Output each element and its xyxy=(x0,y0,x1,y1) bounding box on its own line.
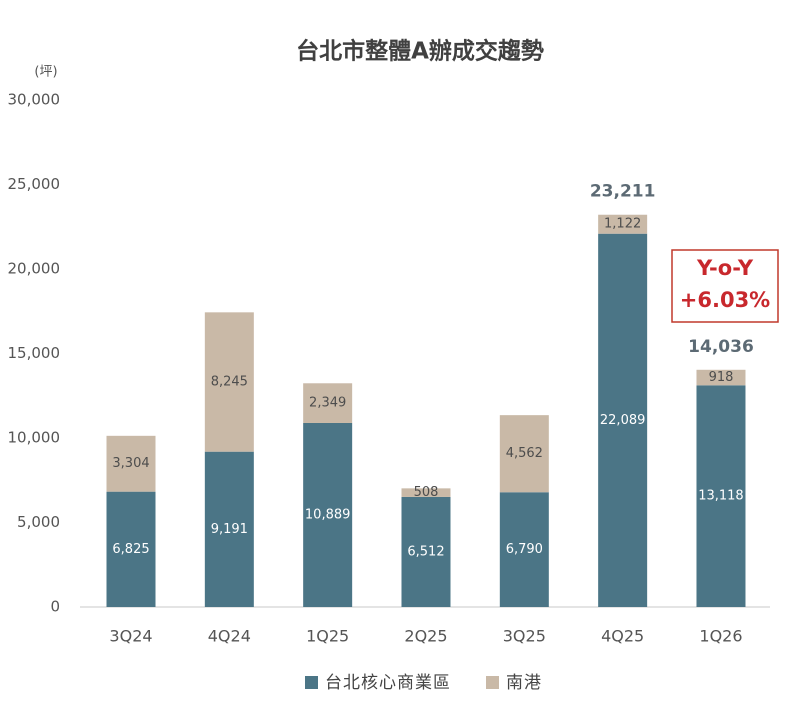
bar-value-label: 6,512 xyxy=(407,544,444,559)
bar-segment-core xyxy=(696,385,746,607)
yoy-callout-line-2: +6.03% xyxy=(680,288,770,312)
legend: 台北核心商業區 南港 xyxy=(305,673,542,693)
y-tick-label: 25,000 xyxy=(8,175,61,193)
bar-segment-core xyxy=(499,492,549,607)
bar-value-label: 6,790 xyxy=(506,542,543,557)
x-tick-label: 3Q25 xyxy=(503,627,546,646)
y-axis-ticks: 0 5,000 10,000 15,000 20,000 25,000 30,000 xyxy=(8,91,61,616)
bar-segment-nangang xyxy=(696,369,746,386)
x-tick-label: 2Q25 xyxy=(404,627,447,646)
bar-segment-core xyxy=(401,496,451,607)
bar-value-label: 2,349 xyxy=(309,396,346,411)
bar-segment-nangang xyxy=(401,488,451,497)
bar-value-label: 6,825 xyxy=(112,542,149,557)
x-tick-label: 1Q25 xyxy=(306,627,349,646)
y-tick-label: 20,000 xyxy=(8,260,61,278)
chart-title: 台北市整體A辦成交趨勢 xyxy=(296,38,544,65)
legend-swatch xyxy=(305,676,318,689)
bar-value-label: 508 xyxy=(414,485,439,500)
bar-segment-nangang xyxy=(598,214,648,234)
bar-value-label: 9,191 xyxy=(211,522,248,537)
y-tick-label: 0 xyxy=(50,598,60,616)
bar-value-label: 3,304 xyxy=(112,456,149,471)
bar-value-label: 10,889 xyxy=(305,507,351,522)
bar-segment-core xyxy=(598,233,648,607)
total-labels: 23,211 14,036 xyxy=(590,182,754,357)
bars-group: 6,825 3,304 9,191 8,245 10,889 2,349 6,512 508 6… xyxy=(106,214,746,607)
bar-segment-core xyxy=(204,451,254,607)
bar-value-label: 918 xyxy=(709,370,734,385)
y-tick-label: 30,000 xyxy=(8,91,61,109)
bar-total-label: 14,036 xyxy=(688,337,754,357)
bar-value-label: 8,245 xyxy=(211,375,248,390)
x-tick-label: 1Q26 xyxy=(699,627,742,646)
x-tick-label: 3Q24 xyxy=(109,627,152,646)
bar-segment-nangang xyxy=(499,415,549,493)
yoy-callout: Y-o-Y +6.03% xyxy=(671,249,779,323)
y-tick-label: 5,000 xyxy=(17,513,60,531)
bar-value-label: 22,089 xyxy=(600,413,646,428)
legend-label: 台北核心商業區 xyxy=(325,673,451,693)
bar-segment-core xyxy=(106,491,156,607)
bar-value-label: 13,118 xyxy=(698,489,744,504)
y-axis-unit-label: (坪) xyxy=(34,65,57,80)
bar-segment-nangang xyxy=(204,312,254,452)
bar-total-label: 23,211 xyxy=(590,182,656,202)
bar-segment-nangang xyxy=(106,435,156,492)
bar-segment-core xyxy=(303,422,353,607)
y-tick-label: 10,000 xyxy=(8,429,61,447)
bar-segment-nangang xyxy=(303,383,353,423)
x-axis-ticks: 3Q24 4Q24 1Q25 2Q25 3Q25 4Q25 1Q26 xyxy=(109,627,742,646)
x-tick-label: 4Q24 xyxy=(208,627,251,646)
y-tick-label: 15,000 xyxy=(8,344,61,362)
legend-swatch xyxy=(486,676,499,689)
x-tick-label: 4Q25 xyxy=(601,627,644,646)
legend-label: 南港 xyxy=(506,673,542,693)
bar-value-label: 4,562 xyxy=(506,446,543,461)
yoy-callout-line-1: Y-o-Y xyxy=(696,256,754,280)
yoy-callout-box xyxy=(671,249,779,323)
bar-value-label: 1,122 xyxy=(604,217,641,232)
